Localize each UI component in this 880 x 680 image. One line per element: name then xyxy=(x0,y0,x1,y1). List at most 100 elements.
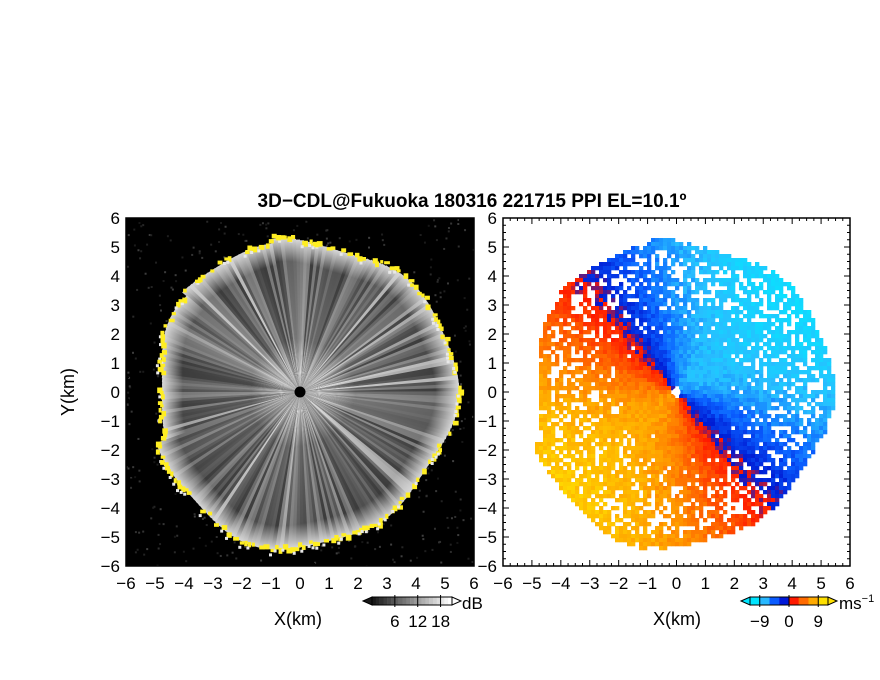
velocity-cell xyxy=(623,262,628,267)
velocity-cell xyxy=(683,394,688,399)
reflectivity-ray xyxy=(300,392,437,457)
velocity-cell xyxy=(655,314,660,319)
velocity-cell xyxy=(587,514,592,519)
velocity-cell xyxy=(603,406,608,411)
velocity-cell xyxy=(703,538,708,543)
velocity-cell xyxy=(639,394,644,399)
velocity-cell xyxy=(803,330,808,335)
noise-speckle xyxy=(378,545,381,548)
velocity-cell xyxy=(743,374,748,379)
velocity-cell xyxy=(579,506,584,511)
noise-speckle xyxy=(226,554,229,557)
velocity-cell xyxy=(691,530,696,535)
velocity-cell xyxy=(643,470,648,475)
velocity-cell xyxy=(615,474,620,479)
velocity-cell xyxy=(579,418,584,423)
velocity-cell xyxy=(587,274,592,279)
velocity-cell xyxy=(543,330,548,335)
velocity-cell xyxy=(719,514,724,519)
velocity-cell xyxy=(635,294,640,299)
y-tick-label: 5 xyxy=(111,238,120,257)
velocity-cell xyxy=(571,282,576,287)
reflectivity-ray xyxy=(300,313,437,392)
velocity-cell xyxy=(687,358,692,363)
velocity-cell xyxy=(759,422,764,427)
velocity-cell xyxy=(691,470,696,475)
velocity-cell xyxy=(811,342,816,347)
velocity-cell xyxy=(631,302,636,307)
velocity-cell xyxy=(783,338,788,343)
reflectivity-ray xyxy=(300,392,420,482)
velocity-cell xyxy=(619,494,624,499)
edge-highlight xyxy=(160,363,166,367)
velocity-cell xyxy=(627,318,632,323)
velocity-cell xyxy=(619,330,624,335)
velocity-cell xyxy=(775,306,780,311)
velocity-cell xyxy=(715,462,720,467)
velocity-cell xyxy=(747,358,752,363)
velocity-cell xyxy=(607,262,612,267)
velocity-cell xyxy=(607,474,612,479)
edge-highlight xyxy=(458,390,464,396)
velocity-cell xyxy=(671,510,676,515)
noise-speckle xyxy=(366,541,369,544)
velocity-cell xyxy=(771,302,776,307)
velocity-cell xyxy=(643,370,648,375)
velocity-cell xyxy=(543,326,548,331)
noise-speckle xyxy=(419,234,422,237)
velocity-cell xyxy=(659,422,664,427)
velocity-cell xyxy=(615,402,620,407)
velocity-cell xyxy=(663,486,668,491)
velocity-cell xyxy=(623,422,628,427)
velocity-cell xyxy=(647,438,652,443)
velocity-cell xyxy=(751,394,756,399)
velocity-cell xyxy=(655,322,660,327)
noise-speckle xyxy=(445,237,448,240)
velocity-cell xyxy=(783,282,788,287)
velocity-cell xyxy=(651,470,656,475)
velocity-cell xyxy=(723,346,728,351)
reflectivity-ray xyxy=(300,392,448,440)
velocity-cell xyxy=(703,314,708,319)
noise-speckle xyxy=(413,271,416,274)
velocity-cell xyxy=(635,362,640,367)
noise-speckle xyxy=(461,440,464,443)
velocity-cell xyxy=(587,490,592,495)
velocity-cell xyxy=(683,478,688,483)
velocity-cell xyxy=(655,470,660,475)
velocity-cell xyxy=(607,406,612,411)
velocity-cell xyxy=(555,462,560,467)
velocity-cell xyxy=(803,382,808,387)
velocity-cell xyxy=(767,442,772,447)
velocity-cell xyxy=(607,258,612,263)
velocity-cell xyxy=(699,306,704,311)
reflectivity-colorbar-tick-label: 18 xyxy=(431,612,450,631)
velocity-cell xyxy=(607,326,612,331)
velocity-cell xyxy=(659,362,664,367)
reflectivity-ray xyxy=(162,392,300,462)
velocity-cell xyxy=(795,418,800,423)
velocity-cell xyxy=(587,506,592,511)
velocity-cell xyxy=(611,274,616,279)
velocity-cell xyxy=(595,474,600,479)
noise-speckle xyxy=(422,510,425,513)
velocity-cell xyxy=(779,430,784,435)
velocity-cell xyxy=(711,362,716,367)
velocity-cell xyxy=(731,462,736,467)
velocity-cell xyxy=(607,450,612,455)
velocity-cell xyxy=(651,378,656,383)
velocity-cell xyxy=(727,398,732,403)
velocity-cell xyxy=(663,414,668,419)
velocity-cell xyxy=(607,330,612,335)
noise-speckle xyxy=(159,543,162,546)
velocity-cell xyxy=(711,370,716,375)
velocity-cell xyxy=(651,354,656,359)
reflectivity-ray xyxy=(161,370,300,392)
velocity-cell xyxy=(655,374,660,379)
edge-highlight xyxy=(278,547,283,554)
velocity-cell xyxy=(607,342,612,347)
velocity-cell xyxy=(667,478,672,483)
velocity-cell xyxy=(755,394,760,399)
velocity-cell xyxy=(747,406,752,411)
velocity-cell xyxy=(727,418,732,423)
